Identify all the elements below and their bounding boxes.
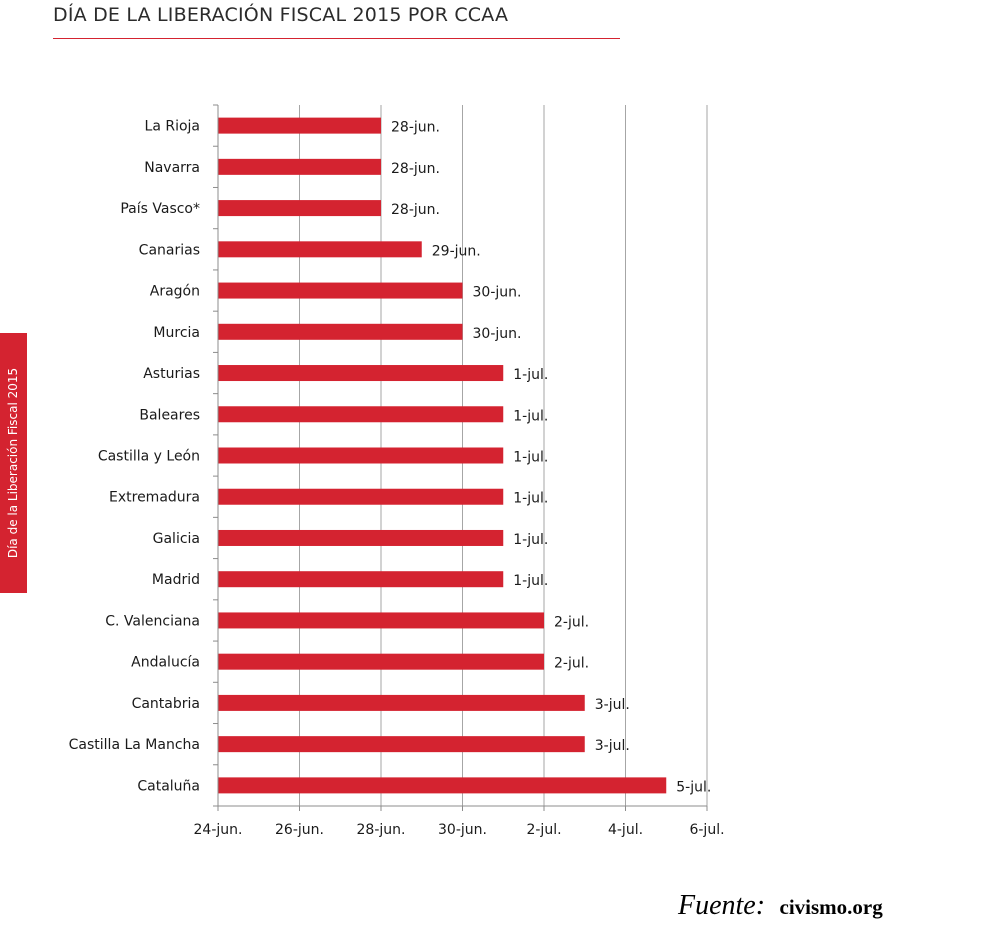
x-tick-label: 28-jun. [357,822,406,838]
x-tick-label: 2-jul. [526,822,561,838]
data-label: 5-jul. [676,779,711,795]
category-label: C. Valenciana [105,613,200,629]
bar [218,282,463,299]
data-label: 3-jul. [595,738,630,754]
bar [218,158,381,175]
bar [218,612,544,629]
bar [218,447,504,464]
x-tick-label: 30-jun. [438,822,487,838]
bar [218,365,504,382]
data-label: 28-jun. [391,120,440,136]
data-label: 1-jul. [513,491,548,507]
bar [218,241,422,258]
category-label: Canarias [139,242,200,258]
category-label: Navarra [144,160,200,176]
category-label: Baleares [139,407,200,423]
category-label: Cataluña [137,778,200,794]
category-label: País Vasco* [120,201,200,217]
side-tab [0,333,27,593]
page-title: DÍA DE LA LIBERACIÓN FISCAL 2015 POR CCA… [53,4,509,26]
data-label: 2-jul. [554,656,589,672]
bar [218,406,504,423]
title-divider [53,38,620,39]
category-label: Cantabria [132,696,200,712]
data-label: 1-jul. [513,450,548,466]
bar [218,200,381,217]
category-label: Galicia [153,531,200,547]
x-tick-label: 24-jun. [194,822,243,838]
bar [218,488,504,505]
category-label: Andalucía [131,655,200,671]
category-label: Extremadura [109,490,200,506]
x-tick-label: 4-jul. [608,822,643,838]
data-label: 29-jun. [432,243,481,259]
x-tick-label: 26-jun. [275,822,324,838]
data-label: 30-jun. [473,285,522,301]
bar [218,694,585,711]
bar [218,653,544,670]
data-label: 1-jul. [513,532,548,548]
data-label: 30-jun. [473,326,522,342]
category-label: Aragón [150,284,200,300]
data-label: 2-jul. [554,614,589,630]
source-site: civismo.org [779,895,883,919]
x-tick-label: 6-jul. [689,822,724,838]
data-label: 1-jul. [513,367,548,383]
source-credit: Fuente: civismo.org [678,890,883,922]
category-label: Asturias [143,366,200,382]
bar [218,571,504,588]
category-label: Madrid [152,572,200,588]
bar [218,777,667,794]
category-label: Murcia [153,325,200,341]
data-label: 1-jul. [513,408,548,424]
category-label: La Rioja [145,119,200,135]
source-label: Fuente: [678,890,766,921]
category-label: Castilla y León [98,449,200,465]
data-label: 3-jul. [595,697,630,713]
bar [218,736,585,753]
category-label: Castilla La Mancha [69,737,200,753]
bar [218,323,463,340]
data-label: 28-jun. [391,202,440,218]
bar [218,529,504,546]
data-label: 28-jun. [391,161,440,177]
bar [218,117,381,134]
data-label: 1-jul. [513,573,548,589]
